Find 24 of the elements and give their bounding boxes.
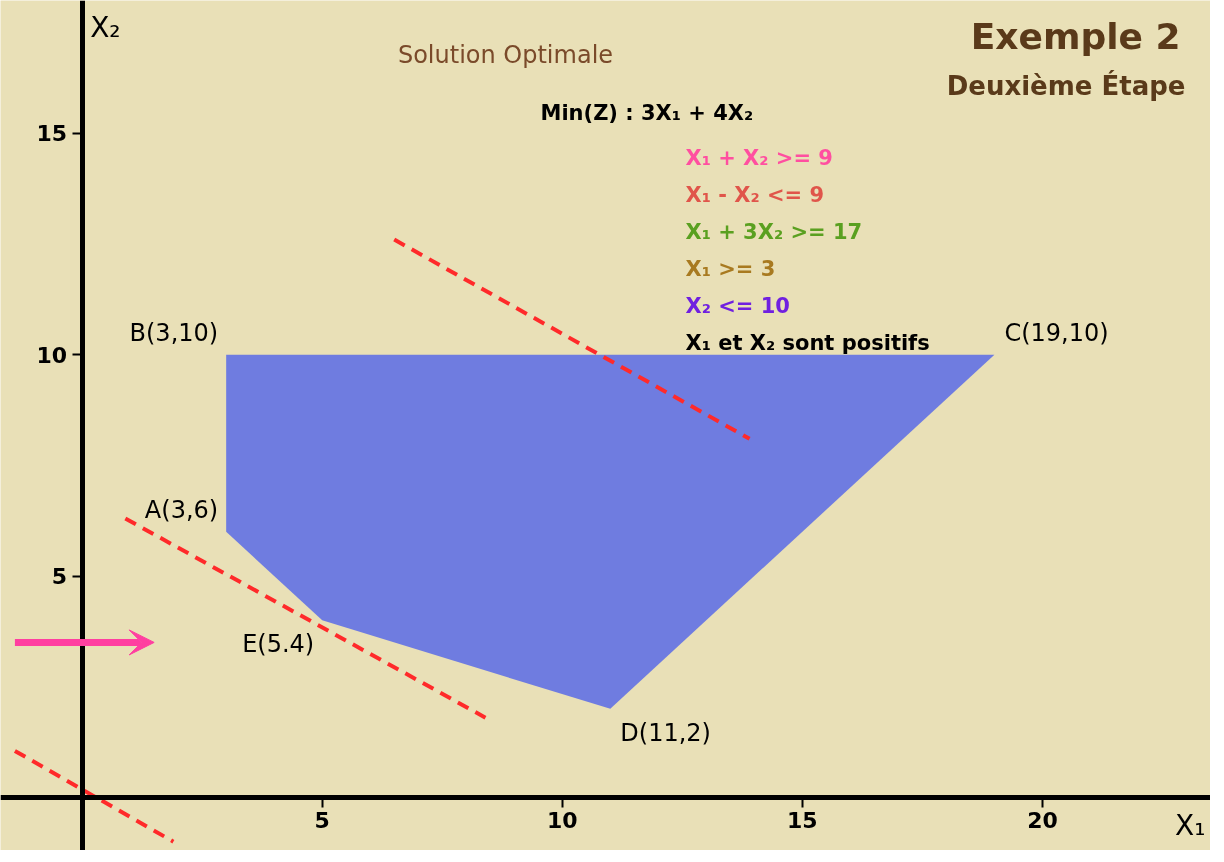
y-tick-label: 15: [36, 121, 68, 147]
annotation: X₁ - X₂ <= 9: [685, 182, 825, 207]
x-tick-label: 15: [787, 808, 818, 834]
x-tick-label: 5: [314, 808, 330, 834]
annotation: Solution Optimale: [397, 40, 614, 69]
annotation: E(5.4): [242, 630, 315, 659]
annotation: X₁ + 3X₂ >= 17: [685, 219, 863, 244]
annotation: X₂ <= 10: [685, 293, 790, 318]
annotation: A(3,6): [144, 495, 219, 524]
text: Deuxième Étape: [946, 69, 1186, 101]
x-tick-label: 10: [546, 808, 578, 834]
annotation: Min(Z) : 3X₁ + 4X₂: [540, 100, 754, 125]
annotation: B(3,10): [129, 318, 219, 347]
annotation: X₁ >= 3: [685, 256, 776, 281]
annotation: X₁ et X₂ sont positifs: [685, 330, 930, 355]
x-tick-label: 20: [1027, 808, 1058, 834]
annotation: X₁ + X₂ >= 9: [685, 145, 833, 170]
y-tick-label: 5: [51, 564, 68, 590]
annotation: C(19,10): [1004, 318, 1109, 347]
y-tick-label: 10: [36, 342, 68, 368]
chart-title: Exemple 2: [970, 15, 1181, 57]
x-axis-title: X₁: [1175, 809, 1206, 843]
annotation: D(11,2): [620, 718, 711, 747]
y-axis-title: X₂: [90, 10, 121, 44]
